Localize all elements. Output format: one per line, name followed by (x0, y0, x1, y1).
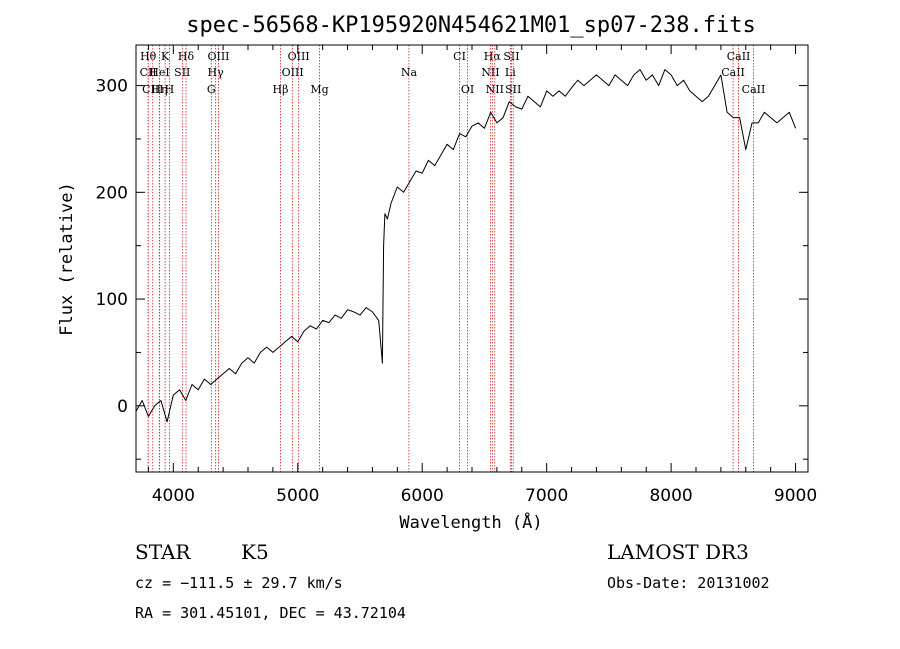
spectrum-series (135, 69, 797, 423)
spectral-line-label: CaII (727, 50, 751, 63)
spectral-line-label: CaII (721, 66, 745, 79)
spectral-line-label: CaII (742, 83, 766, 96)
spectral-line-label: Li (505, 66, 516, 79)
spectral-line-label: CIII (142, 83, 163, 96)
spectral-line-label: Hβ (273, 83, 289, 96)
x-tick-label: 5000 (276, 486, 319, 506)
spectral-line-label: SII (503, 50, 519, 63)
y-tick-label: 200 (96, 183, 128, 203)
spectral-line-label: Hα (484, 50, 502, 63)
spectral-line-label: Mg (310, 83, 328, 96)
y-axis-label: Flux (relative) (57, 182, 77, 336)
spectral-line-label: NII (481, 66, 499, 79)
x-tick-label: 9000 (774, 486, 817, 506)
spectral-line-label: OI (461, 83, 474, 96)
spectral-line-label: Hδ (178, 50, 195, 63)
survey-name: LAMOST DR3 (607, 540, 749, 564)
axis-ticks: 4000 5000 6000 7000 8000 9000 0 100 200 300 (96, 45, 817, 506)
spectral-line-label: G (207, 83, 216, 96)
plot-frame (135, 44, 809, 473)
spectral-line-label: OIII (207, 50, 229, 63)
spectral-line-label: OIII (288, 50, 310, 63)
spectral-line-label: Hη (151, 83, 167, 96)
x-axis-label: Wavelength (Å) (399, 511, 542, 533)
y-tick-label: 300 (96, 77, 128, 97)
spectral-line-label: SII (174, 66, 190, 79)
chart-title: spec-56568-KP195920N454621M01_sp07-238.f… (186, 13, 756, 38)
x-tick-label: 6000 (401, 486, 444, 506)
object-class: STAR (135, 540, 191, 564)
x-tick-label: 4000 (152, 486, 195, 506)
spectral-line-label: NII (486, 83, 504, 96)
spectral-line-label: H (165, 83, 175, 96)
spectrum-line-0 (135, 69, 797, 423)
spectral-line-label: Na (401, 66, 418, 79)
spectral-line-label: K (161, 50, 170, 63)
y-tick-label: 100 (96, 290, 128, 310)
spectral-line-label: SII (505, 83, 521, 96)
x-tick-label: 7000 (525, 486, 568, 506)
spectral-line-label: OIII (282, 66, 304, 79)
y-tick-label: 0 (117, 397, 128, 417)
x-tick-label: 8000 (649, 486, 692, 506)
obs-date-text: Obs-Date: 20131002 (607, 574, 770, 592)
redshift-text: cz = −111.5 ± 29.7 km/s (135, 574, 343, 592)
spectral-line-label: CI (453, 50, 466, 63)
object-subclass: K5 (241, 540, 269, 564)
spectral-line-label: Hθ (140, 50, 157, 63)
spectral-line-label: Hγ (208, 66, 225, 79)
radec-text: RA = 301.45101, DEC = 43.72104 (135, 604, 406, 622)
